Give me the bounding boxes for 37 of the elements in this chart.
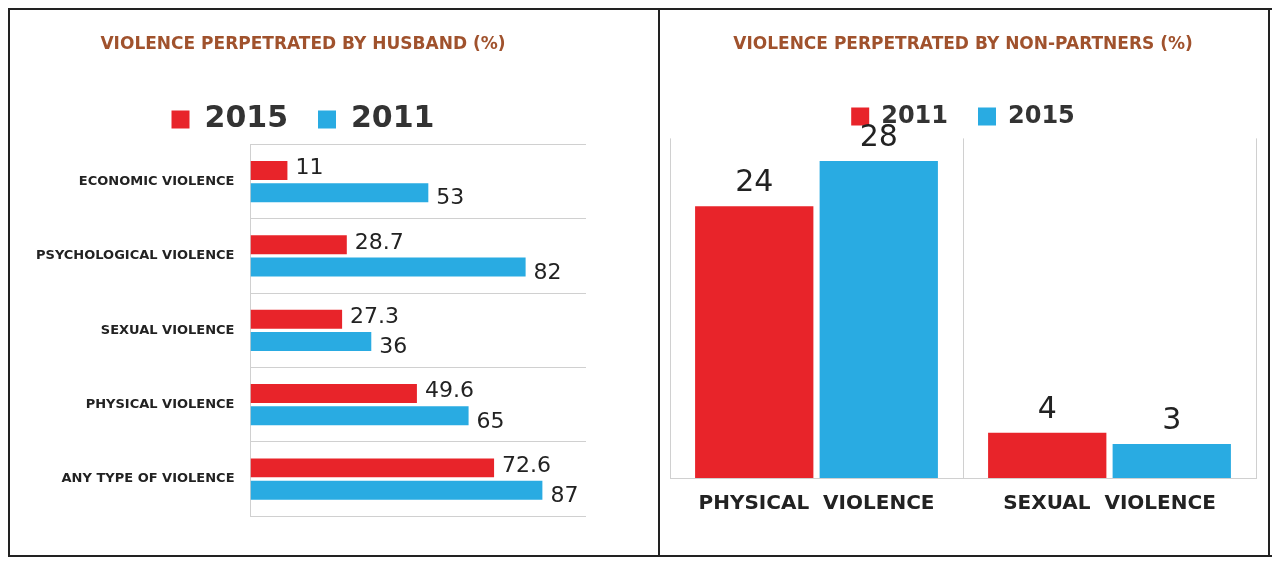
bar <box>250 331 372 351</box>
data-label: 27.3 <box>350 302 400 328</box>
bar <box>250 160 288 180</box>
bar <box>1112 444 1231 478</box>
chart-title: VIOLENCE PERPETRATED BY HUSBAND (%) <box>100 32 506 53</box>
bar <box>250 257 526 277</box>
legend-label: 2011 <box>351 99 435 135</box>
data-label: 11 <box>295 154 324 180</box>
y-tick-label: PHYSICAL VIOLENCE <box>85 396 235 412</box>
y-tick-label: PSYCHOLOGICAL VIOLENCE <box>35 247 235 263</box>
data-label: 53 <box>436 184 465 210</box>
data-label: 4 <box>1037 389 1057 425</box>
bar <box>250 235 347 255</box>
bar <box>988 432 1107 478</box>
bar <box>250 309 343 329</box>
bar <box>250 406 469 426</box>
bar <box>250 458 495 478</box>
bar <box>250 480 543 500</box>
chart-title: VIOLENCE PERPETRATED BY NON-PARTNERS (%) <box>733 32 1193 53</box>
data-label: 36 <box>379 333 408 359</box>
y-tick-label: ANY TYPE OF VIOLENCE <box>61 470 235 486</box>
data-label: 28.7 <box>354 228 404 254</box>
bar <box>819 161 938 478</box>
bar <box>250 384 417 403</box>
data-label: 3 <box>1162 400 1182 436</box>
legend-label: 2015 <box>204 99 288 135</box>
bar <box>250 183 429 203</box>
y-tick-label: SEXUAL VIOLENCE <box>100 321 235 337</box>
data-label: 65 <box>476 407 505 433</box>
data-label: 24 <box>735 163 774 199</box>
data-label: 87 <box>550 481 579 507</box>
data-label: 49.6 <box>424 377 474 403</box>
data-label: 82 <box>533 258 562 284</box>
bar <box>695 206 814 478</box>
data-label: 72.6 <box>502 451 552 477</box>
y-tick-label: ECONOMIC VIOLENCE <box>78 172 235 188</box>
legend-label: 2015 <box>1008 100 1075 129</box>
